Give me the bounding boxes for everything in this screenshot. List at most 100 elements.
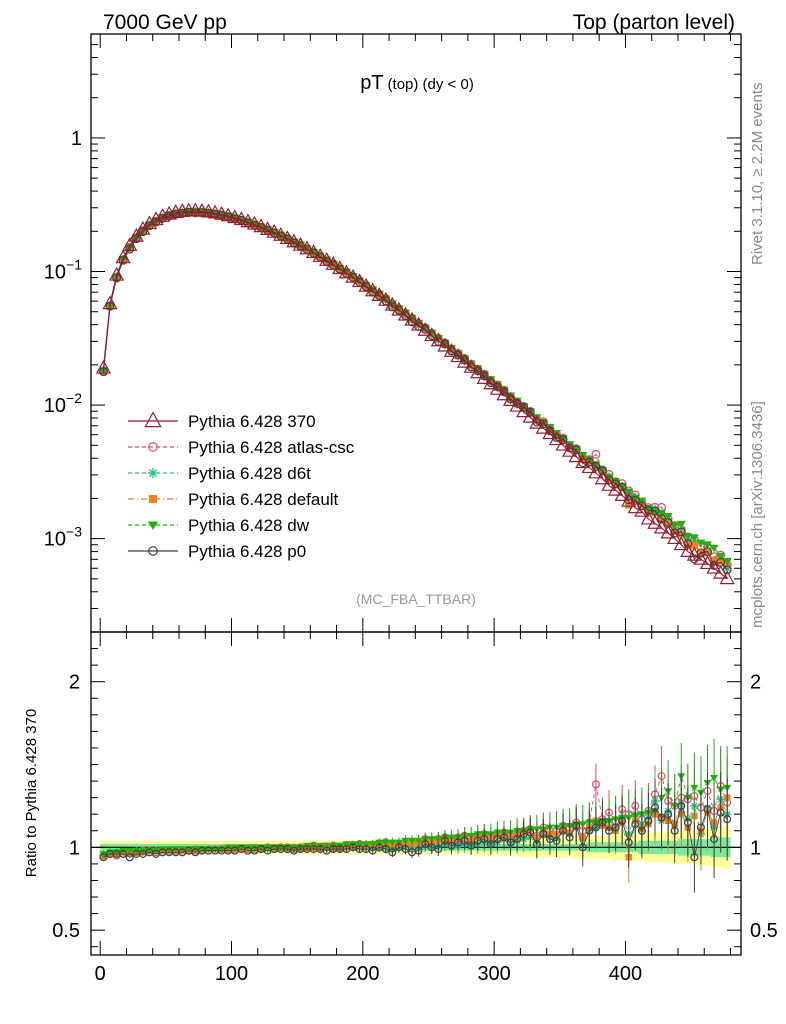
ratio-series-pythia-6-428-p0 (99, 771, 732, 893)
ratio-y-tick-label-right: 1 (750, 837, 761, 859)
ratio-point (690, 853, 699, 862)
ratio-point (664, 810, 673, 819)
data-point (351, 273, 368, 288)
data-point (154, 208, 171, 222)
data-point (141, 215, 158, 230)
data-point (345, 268, 361, 283)
data-point (650, 506, 660, 516)
ratio-point (605, 826, 614, 835)
data-point (443, 343, 460, 357)
ratio-point (578, 843, 587, 852)
ratio-point (388, 839, 397, 847)
ratio-point (467, 832, 476, 840)
y-tick-label-base: 1 (71, 128, 82, 150)
ratio-point (263, 844, 272, 852)
ratio-point (309, 842, 318, 850)
ratio-point (716, 808, 725, 817)
ratio-ylabel: Ratio to Pythia 6.428 370 (23, 709, 40, 877)
ratio-y-tick-label-right: 2 (750, 672, 761, 694)
legend-entry: Pythia 6.428 atlas-csc (188, 438, 355, 457)
series-line (102, 211, 728, 565)
ratio-series-pythia-6-428-default (100, 756, 731, 883)
data-point (677, 530, 685, 538)
ratio-point (191, 846, 200, 853)
data-point (716, 552, 726, 561)
data-point (260, 221, 276, 235)
data-point (667, 530, 683, 545)
ratio-point (618, 816, 627, 825)
ratio-point (250, 844, 259, 852)
ratio-point (710, 774, 719, 782)
legend-marker (148, 468, 158, 478)
ratio-point (243, 844, 252, 852)
series-pythia-6-428-dw (98, 208, 732, 566)
ratio-point (460, 836, 469, 845)
data-point (689, 534, 699, 542)
ratio-point (401, 837, 410, 845)
data-point (332, 260, 348, 275)
data-point (502, 392, 519, 407)
ratio-point (152, 847, 160, 855)
data-point (664, 520, 672, 529)
y-tick-label-exp: −1 (66, 257, 82, 273)
data-point (594, 470, 611, 485)
ratio-point (624, 838, 633, 847)
data-point (118, 255, 128, 265)
data-point (378, 291, 394, 306)
data-point (279, 230, 295, 245)
data-point (625, 501, 633, 509)
ratio-point (158, 846, 167, 853)
data-point (624, 495, 634, 505)
data-point (397, 306, 414, 321)
data-point (555, 436, 571, 451)
data-point (607, 481, 624, 496)
legend-entry: Pythia 6.428 p0 (188, 542, 306, 561)
data-point (591, 449, 601, 459)
ratio-point (650, 803, 659, 812)
ratio-point (690, 784, 699, 792)
y-tick-label-base: 10 (44, 529, 66, 551)
ratio-point (381, 844, 390, 853)
x-tick-label: 0 (95, 963, 106, 985)
data-point (719, 570, 735, 585)
data-point (233, 211, 249, 226)
data-point (683, 533, 693, 541)
data-point (697, 550, 705, 558)
ratio-point (539, 830, 548, 839)
data-point (529, 414, 545, 429)
ratio-point (368, 841, 377, 849)
data-point (673, 536, 689, 551)
ratio-point (375, 839, 384, 847)
data-point (122, 237, 138, 251)
ratio-point (355, 841, 364, 849)
ratio-point (171, 846, 180, 853)
data-point (663, 512, 673, 521)
mcplots-label: mcplots.cern.ch [arXiv:1306.3436] (749, 401, 766, 628)
data-point (470, 364, 486, 379)
data-point (292, 236, 309, 251)
data-point (148, 211, 164, 226)
ratio-point (480, 835, 489, 844)
data-point (690, 541, 698, 549)
data-point (299, 240, 315, 255)
data-point (240, 213, 256, 228)
y-tick-label-exp: −2 (66, 390, 82, 406)
ratio-point (434, 844, 443, 853)
ratio-point (165, 846, 174, 853)
ratio-y-tick-label-right: 0.5 (750, 920, 778, 942)
ratio-point (696, 823, 705, 832)
legend-marker (148, 442, 158, 452)
ratio-point (637, 826, 646, 835)
data-point (548, 431, 565, 446)
ratio-panel: 0 100 200 300 400 2 2 1 1 0.5 0.5 (52, 631, 778, 985)
data-point (227, 209, 243, 224)
upper-panel: 110−110−210−3 (44, 33, 742, 646)
ratio-point (362, 841, 371, 849)
data-point (722, 565, 732, 575)
data-point (516, 403, 532, 418)
ratio-point (440, 836, 449, 845)
data-point (417, 322, 433, 336)
data-point (575, 454, 591, 469)
ratio-y-tick-label: 2 (69, 672, 80, 694)
